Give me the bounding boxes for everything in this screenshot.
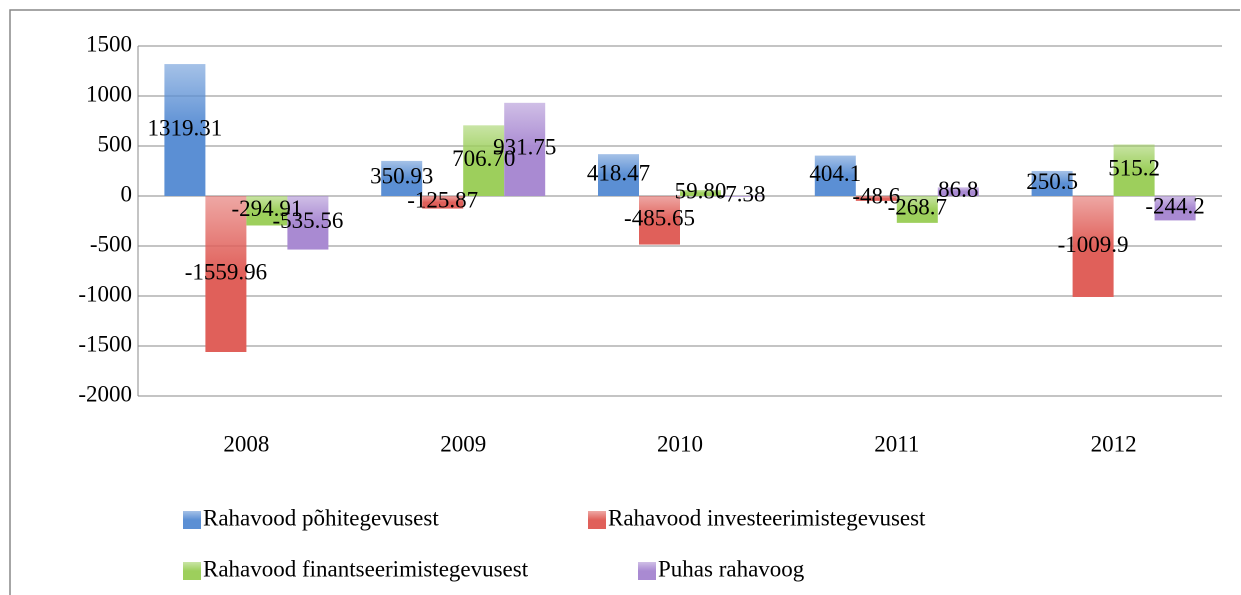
legend-label: Rahavood finantseerimistegevusest	[203, 556, 529, 581]
data-label: -268.7	[888, 195, 947, 220]
bar	[855, 196, 897, 201]
bar	[164, 64, 206, 196]
data-label: 515.2	[1108, 156, 1160, 181]
y-tick-label: 0	[121, 181, 133, 206]
data-label: 350.93	[370, 164, 433, 189]
y-tick-label: -500	[90, 231, 132, 256]
data-label: 404.1	[809, 161, 861, 186]
data-label: 250.5	[1026, 169, 1078, 194]
bar	[1154, 196, 1196, 221]
y-tick-label: 500	[98, 131, 133, 156]
y-tick-label: 1500	[86, 31, 132, 56]
bar	[381, 160, 423, 196]
x-tick-label: 2010	[657, 431, 703, 456]
y-tick-label: -2000	[78, 381, 132, 406]
data-label: -485.65	[624, 206, 695, 231]
bar	[205, 196, 247, 352]
frame	[9, 9, 1240, 595]
bar	[422, 196, 464, 209]
bar	[680, 190, 721, 196]
x-tick-label: 2012	[1091, 431, 1137, 456]
bar	[814, 155, 856, 196]
data-label: 418.47	[587, 160, 650, 185]
data-label: -125.87	[407, 188, 478, 213]
data-label: -1009.9	[1058, 232, 1129, 257]
data-label: -535.56	[272, 208, 343, 233]
bar	[639, 196, 680, 245]
bar	[721, 196, 762, 197]
data-label: -1559.96	[185, 259, 267, 284]
legend-swatch	[588, 511, 606, 529]
legend-swatch	[638, 562, 656, 580]
data-label: -48.6	[852, 184, 900, 209]
data-label: 59.80	[675, 178, 727, 203]
data-label: 706.70	[452, 146, 515, 171]
bar	[896, 196, 938, 223]
data-label: -244.2	[1145, 193, 1204, 218]
legend-label: Rahavood investeerimistegevusest	[608, 505, 926, 530]
bar	[463, 125, 505, 196]
data-label: -294.91	[231, 196, 302, 221]
y-tick-label: 1000	[86, 81, 132, 106]
legend-swatch	[183, 511, 201, 529]
data-label: 1319.31	[148, 115, 223, 140]
legend-label: Rahavood põhitegevusest	[203, 505, 439, 530]
bar	[1031, 170, 1073, 196]
legend-label: Puhas rahavoog	[658, 556, 805, 581]
y-tick-label: -1500	[78, 331, 132, 356]
bar	[504, 102, 546, 196]
legend-swatch	[183, 562, 201, 580]
data-label: 86.8	[938, 177, 978, 202]
data-label: 931.75	[493, 135, 556, 160]
bar	[1072, 196, 1114, 297]
x-tick-label: 2008	[223, 431, 269, 456]
x-tick-label: 2009	[440, 431, 486, 456]
bar	[1113, 144, 1155, 196]
bar	[287, 196, 329, 250]
data-label: -7.38	[718, 182, 766, 207]
x-tick-label: 2011	[874, 431, 919, 456]
bar	[246, 196, 288, 226]
y-tick-label: -1000	[78, 281, 132, 306]
bar	[937, 187, 979, 196]
bar	[598, 154, 639, 196]
